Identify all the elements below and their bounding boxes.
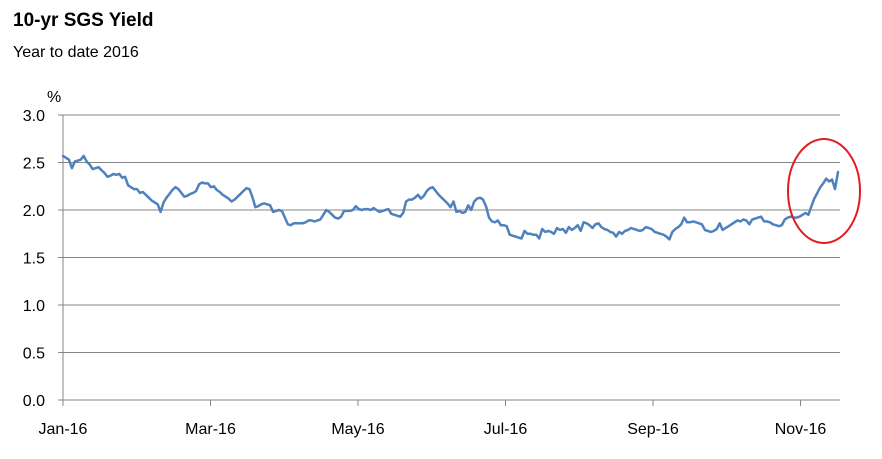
y-tick-labels: 0.0 0.5 1.0 1.5 2.0 2.5 3.0 [23, 108, 45, 410]
x-tick-label: Mar-16 [185, 421, 236, 438]
x-tick-label: Jan-16 [39, 421, 88, 438]
chart-subtitle: Year to date 2016 [13, 44, 139, 61]
y-tick-label: 1.0 [23, 298, 45, 315]
y-tick-label: 1.5 [23, 251, 45, 268]
axes [62, 115, 840, 406]
series-line [61, 154, 840, 241]
x-tick-label: Nov-16 [775, 421, 827, 438]
y-tick-label: 0.0 [23, 393, 45, 410]
y-tick-label: 0.5 [23, 346, 45, 363]
chart-title: 10-yr SGS Yield [13, 10, 154, 31]
gridlines [58, 114, 840, 401]
highlight-circle [787, 138, 861, 244]
x-tick-label: Sep-16 [627, 421, 679, 438]
y-axis-unit-label: % [47, 89, 61, 106]
y-tick-label: 2.0 [23, 203, 45, 220]
x-tick-labels: Jan-16 Mar-16 May-16 Jul-16 Sep-16 Nov-16 [39, 421, 827, 438]
x-tick-label: Jul-16 [484, 421, 528, 438]
y-tick-label: 3.0 [23, 108, 45, 125]
x-tick-label: May-16 [331, 421, 384, 438]
y-tick-label: 2.5 [23, 156, 45, 173]
series-lines [61, 154, 840, 241]
